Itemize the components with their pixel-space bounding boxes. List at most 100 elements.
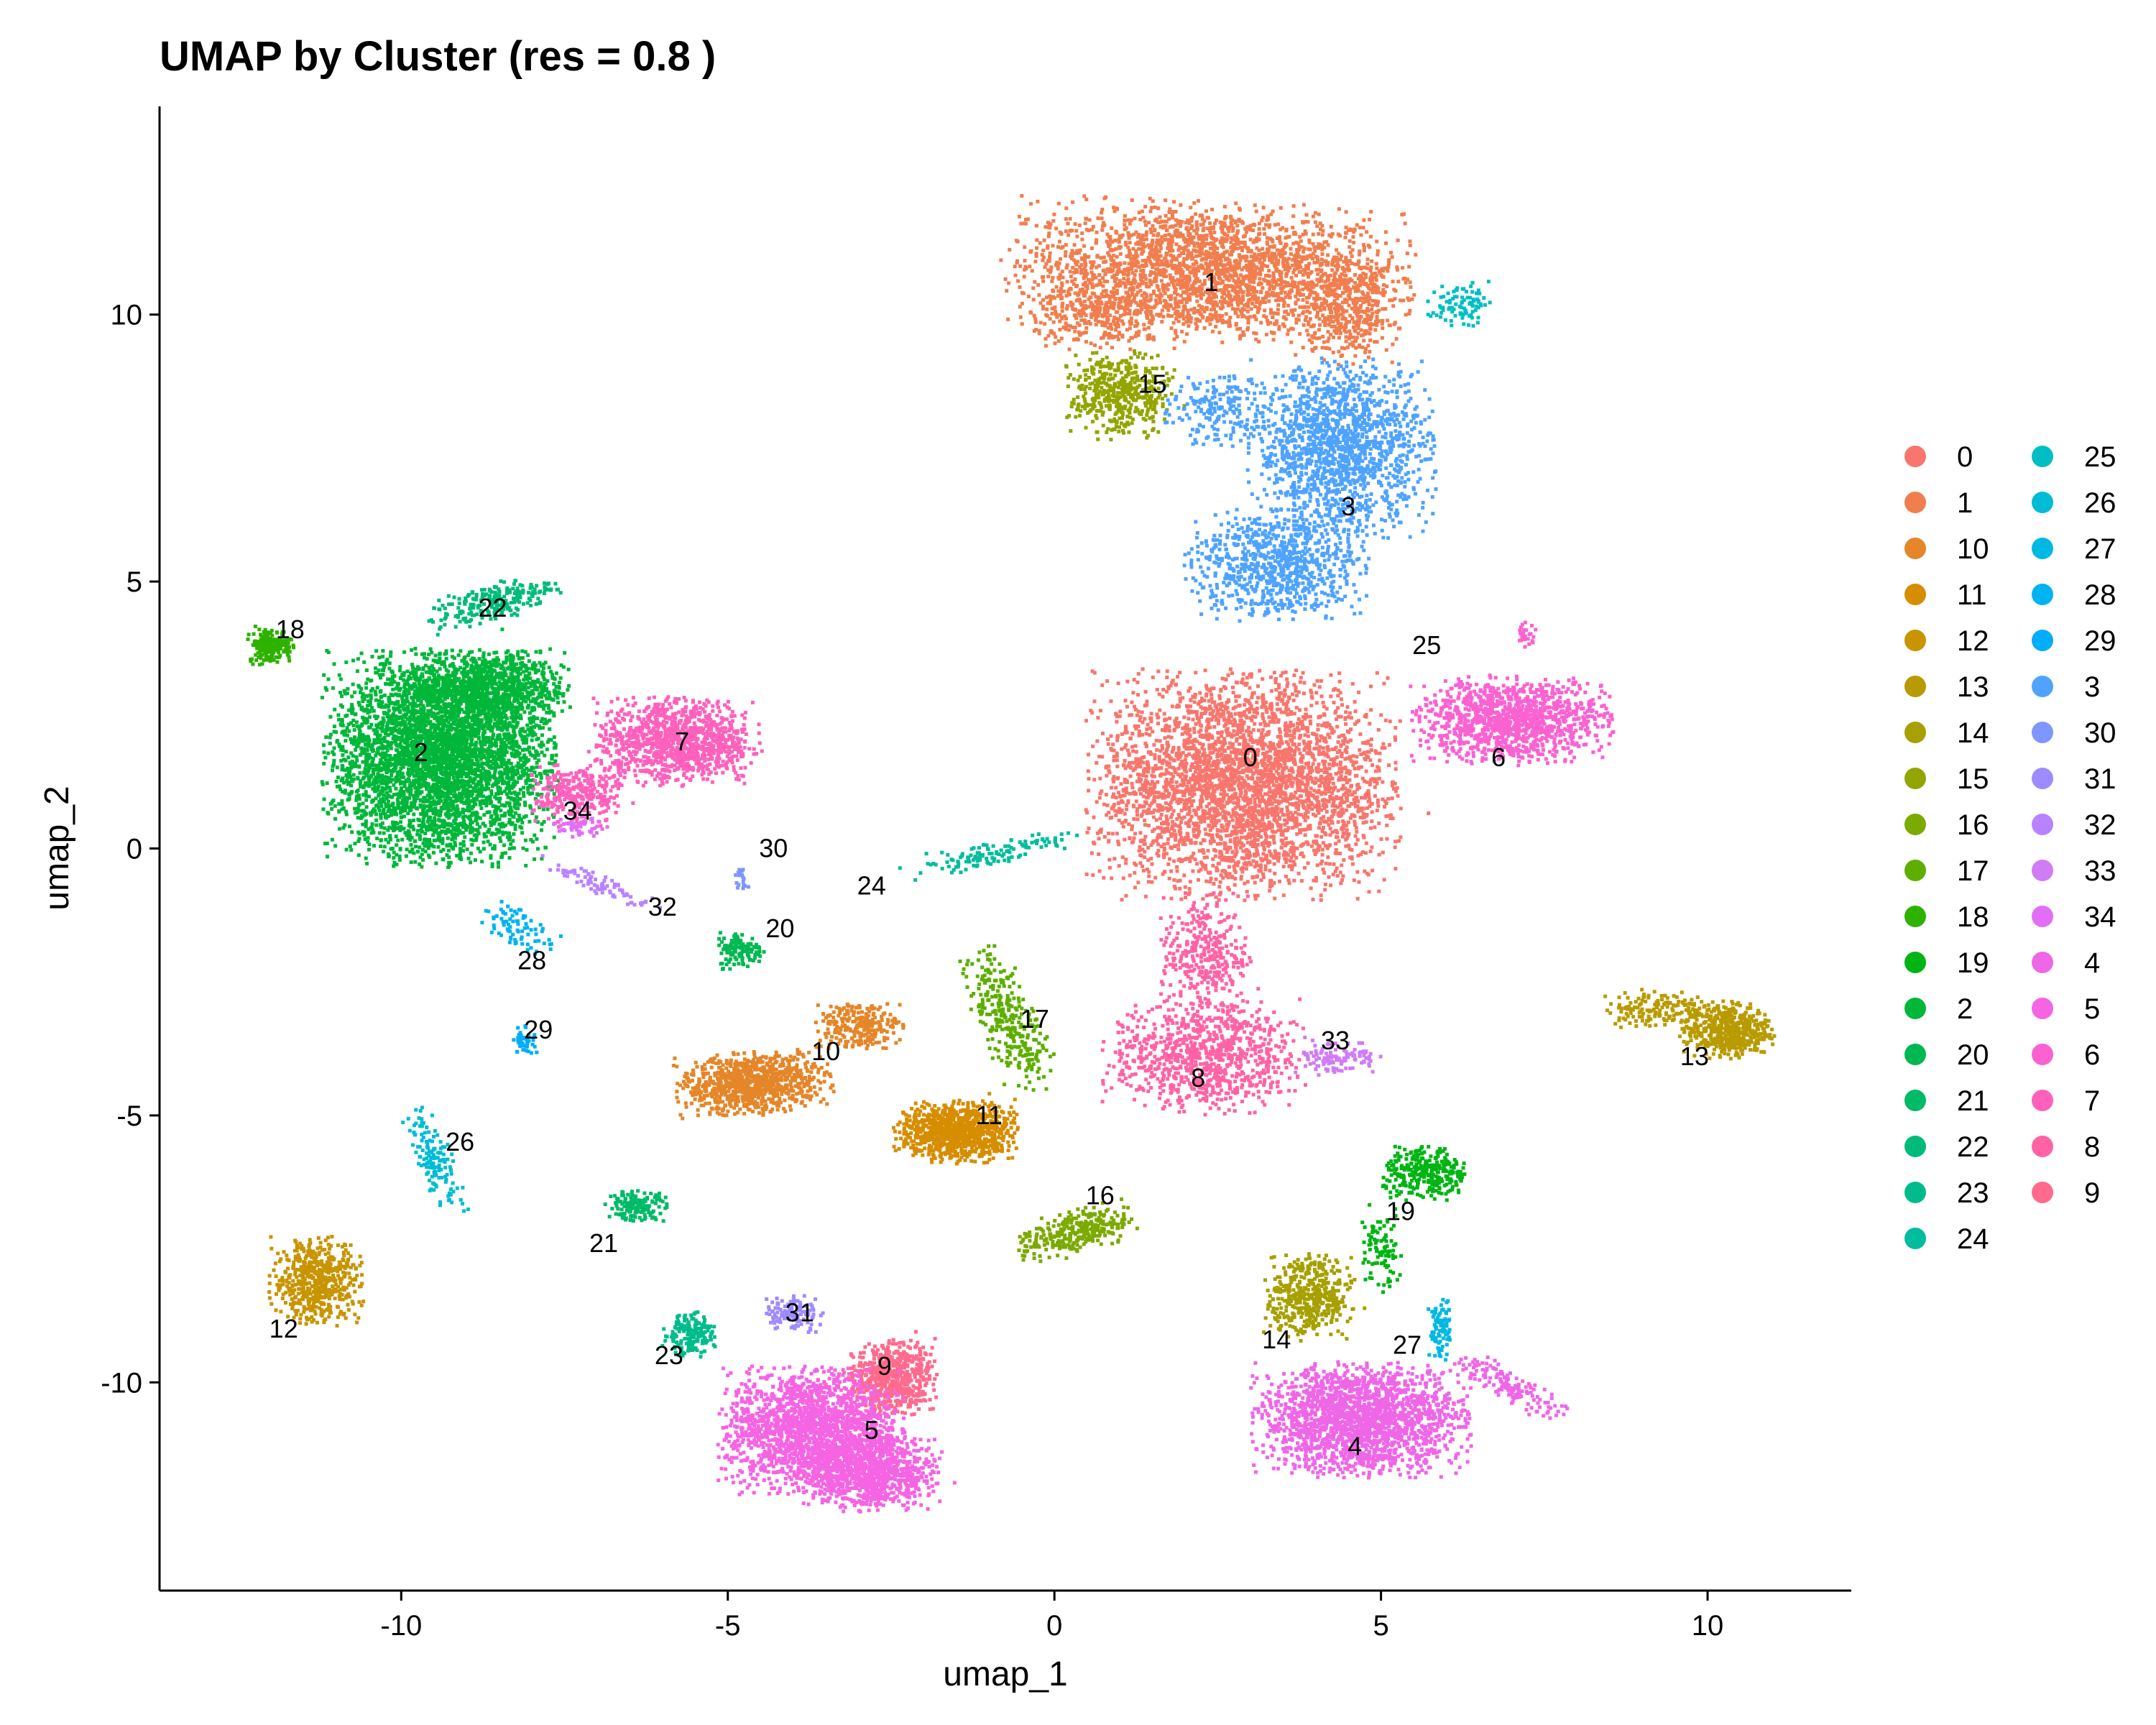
point-cluster-15	[1109, 389, 1113, 392]
point-cluster-1	[1082, 304, 1087, 308]
point-cluster-3	[1293, 400, 1297, 405]
point-cluster-1	[1226, 290, 1230, 294]
point-cluster-1	[1117, 305, 1121, 308]
point-cluster-1	[1161, 283, 1165, 287]
point-cluster-1	[1133, 258, 1137, 262]
point-cluster-1	[1241, 330, 1245, 334]
point-cluster-3	[1430, 494, 1434, 499]
point-cluster-1	[1174, 224, 1178, 228]
point-cluster-1	[1394, 337, 1399, 341]
point-cluster-1	[1367, 286, 1371, 290]
point-cluster-1	[1322, 246, 1327, 250]
point-cluster-1	[1142, 323, 1146, 327]
point-cluster-3	[1424, 457, 1428, 461]
point-cluster-1	[1060, 283, 1064, 288]
point-cluster-1	[1353, 328, 1357, 332]
point-cluster-1	[1150, 321, 1154, 325]
point-cluster-1	[1127, 339, 1131, 343]
point-cluster-1	[1115, 334, 1120, 339]
point-cluster-1	[1149, 282, 1153, 287]
point-cluster-3	[1383, 431, 1388, 436]
point-cluster-15	[1156, 387, 1161, 391]
point-cluster-1	[1116, 337, 1120, 341]
point-cluster-1	[1042, 238, 1046, 242]
point-cluster-3	[1325, 502, 1330, 507]
point-cluster-1	[1155, 247, 1159, 252]
point-cluster-1	[1257, 227, 1261, 231]
point-cluster-1	[1368, 297, 1372, 301]
point-cluster-3	[1353, 486, 1358, 490]
point-cluster-1	[1166, 264, 1170, 268]
point-cluster-1	[1187, 319, 1192, 323]
point-cluster-1	[1275, 248, 1279, 252]
point-cluster-1	[1155, 238, 1159, 242]
point-cluster-1	[1387, 323, 1391, 327]
point-cluster-3	[1299, 397, 1302, 401]
point-cluster-15	[1097, 377, 1101, 382]
point-cluster-3	[1351, 408, 1355, 412]
point-cluster-15	[1088, 386, 1092, 390]
point-cluster-1	[1263, 232, 1267, 236]
point-cluster-1	[1347, 268, 1351, 272]
point-cluster-1	[1032, 313, 1036, 318]
point-cluster-15	[1135, 395, 1140, 400]
point-cluster-3	[1290, 433, 1294, 437]
point-cluster-15	[1069, 429, 1073, 433]
point-cluster-3	[1274, 507, 1279, 512]
point-cluster-1	[1239, 301, 1243, 305]
point-cluster-1	[1198, 288, 1202, 292]
point-cluster-1	[1332, 272, 1337, 276]
point-cluster-15	[1133, 376, 1137, 380]
point-cluster-1	[1403, 221, 1407, 226]
point-cluster-1	[1184, 290, 1189, 294]
point-cluster-1	[1327, 336, 1331, 341]
point-cluster-3	[1279, 469, 1283, 474]
point-cluster-1	[1314, 346, 1318, 350]
point-cluster-1	[1020, 290, 1024, 295]
point-cluster-3	[1348, 379, 1353, 382]
point-cluster-1	[1106, 251, 1110, 255]
point-cluster-1	[1186, 267, 1189, 271]
point-cluster-15	[1069, 405, 1074, 409]
point-cluster-1	[1112, 264, 1116, 269]
point-cluster-1	[1089, 228, 1094, 232]
point-cluster-1	[1210, 277, 1214, 280]
point-cluster-15	[1117, 380, 1121, 385]
point-cluster-1	[1089, 315, 1094, 319]
point-cluster-1	[1406, 296, 1410, 300]
point-cluster-1	[1112, 209, 1117, 213]
point-cluster-1	[1048, 294, 1052, 298]
point-cluster-1	[1347, 280, 1350, 285]
point-cluster-1	[1238, 334, 1243, 339]
point-cluster-1	[1155, 262, 1159, 266]
point-cluster-1	[1166, 244, 1171, 248]
point-cluster-1	[1045, 307, 1049, 311]
point-cluster-3	[1423, 444, 1427, 448]
point-cluster-15	[1148, 387, 1152, 390]
point-cluster-1	[1306, 220, 1310, 224]
point-cluster-1	[1187, 324, 1191, 328]
point-cluster-1	[1248, 293, 1252, 296]
point-cluster-1	[1128, 326, 1132, 331]
point-cluster-1	[1345, 299, 1349, 303]
point-cluster-1	[1219, 306, 1223, 310]
point-cluster-15	[1166, 377, 1171, 381]
point-cluster-1	[1072, 282, 1076, 286]
point-cluster-1	[1161, 285, 1165, 290]
point-cluster-1	[1291, 280, 1295, 284]
point-cluster-1	[1199, 258, 1204, 262]
point-cluster-1	[1219, 226, 1223, 230]
point-cluster-1	[1294, 260, 1298, 264]
point-cluster-1	[1140, 307, 1144, 311]
point-cluster-1	[1257, 221, 1261, 226]
point-cluster-3	[1358, 523, 1362, 527]
point-cluster-15	[1105, 404, 1108, 408]
point-cluster-1	[1254, 331, 1258, 336]
point-cluster-1	[1131, 247, 1135, 251]
point-cluster-1	[1219, 257, 1223, 261]
point-cluster-1	[1220, 272, 1224, 276]
point-cluster-1	[1082, 294, 1086, 298]
point-cluster-1	[1074, 229, 1079, 233]
point-cluster-1	[1302, 268, 1306, 272]
point-cluster-1	[1151, 239, 1155, 242]
